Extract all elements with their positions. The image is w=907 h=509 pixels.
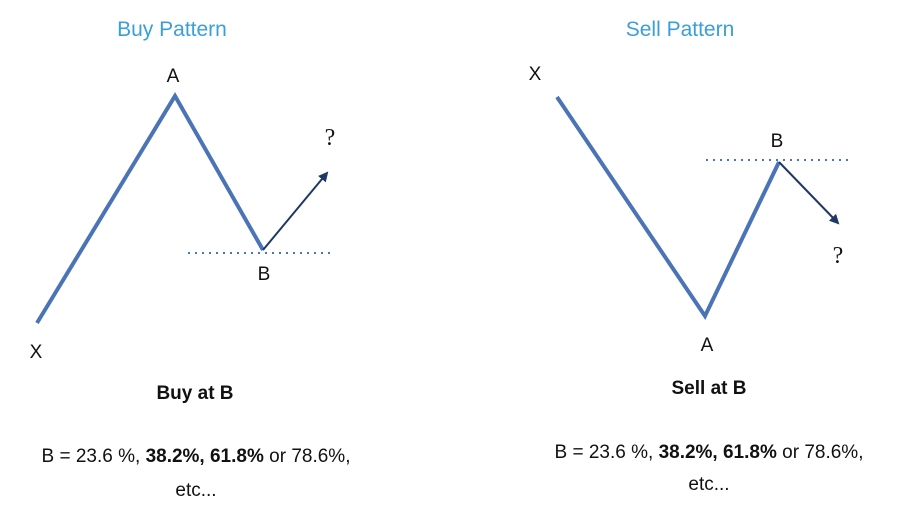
point-label: B xyxy=(258,264,271,285)
description-line: etc... xyxy=(175,480,216,501)
description-line: B = 23.6 %, 38.2%, 61.8% or 78.6%, xyxy=(42,446,351,467)
action-label: Sell at B xyxy=(672,378,747,399)
question-mark: ? xyxy=(325,125,336,151)
description-segment: or 78.6%, xyxy=(264,446,351,467)
point-label: A xyxy=(701,335,714,356)
action-label: Buy at B xyxy=(156,383,233,404)
point-label: X xyxy=(30,342,43,363)
arrow xyxy=(262,171,329,251)
panel-title: Buy Pattern xyxy=(117,18,227,41)
description-segment: etc... xyxy=(175,480,216,501)
question-mark: ? xyxy=(833,243,844,269)
sell-diagram xyxy=(555,95,848,321)
point-label: A xyxy=(167,66,180,87)
price-path xyxy=(555,95,781,321)
description-line: etc... xyxy=(688,474,729,495)
description-segment: etc... xyxy=(688,474,729,495)
panel-title: Sell Pattern xyxy=(626,18,735,41)
description-segment: B = 23.6 %, xyxy=(555,442,659,463)
buy-diagram xyxy=(35,92,330,325)
description-segment: 38.2%, 61.8% xyxy=(146,446,264,467)
point-label: X xyxy=(529,64,542,85)
description-line: B = 23.6 %, 38.2%, 61.8% or 78.6%, xyxy=(555,442,864,463)
description-segment: 38.2%, 61.8% xyxy=(659,442,777,463)
description-segment: B = 23.6 %, xyxy=(42,446,146,467)
description-segment: or 78.6%, xyxy=(777,442,864,463)
arrow xyxy=(778,161,840,225)
price-path xyxy=(35,92,265,325)
point-label: B xyxy=(771,131,784,152)
